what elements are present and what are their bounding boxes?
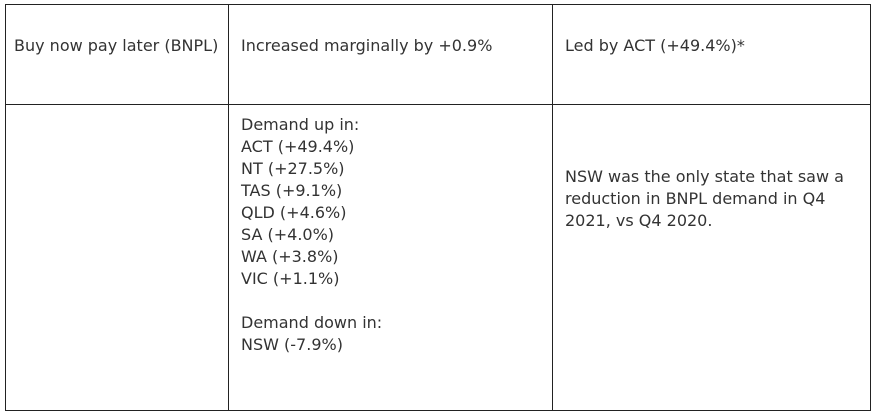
change-text: Increased marginally by +0.9% <box>241 36 493 55</box>
list-item: NT (+27.5%) <box>241 159 345 178</box>
list-item: WA (+3.8%) <box>241 247 339 266</box>
demand-up-heading: Demand up in: <box>241 115 360 134</box>
list-item: QLD (+4.6%) <box>241 203 347 222</box>
category-text: Buy now pay later (BNPL) <box>14 36 219 55</box>
highlight-text: Led by ACT (+49.4%)* <box>565 36 745 55</box>
category-cell: Buy now pay later (BNPL) <box>6 5 229 104</box>
list-item: SA (+4.0%) <box>241 225 335 244</box>
table-row: Buy now pay later (BNPL) Increased margi… <box>6 5 870 105</box>
list-item: ACT (+49.4%) <box>241 137 355 156</box>
empty-cell <box>6 105 229 410</box>
bnpl-table: Buy now pay later (BNPL) Increased margi… <box>5 4 871 411</box>
note-text: NSW was the only state that saw a reduct… <box>565 167 844 230</box>
note-cell: NSW was the only state that saw a reduct… <box>553 105 870 410</box>
list-item: NSW (-7.9%) <box>241 335 343 354</box>
state-demand-cell: Demand up in: ACT (+49.4%) NT (+27.5%) T… <box>229 105 553 410</box>
list-item: VIC (+1.1%) <box>241 269 340 288</box>
highlight-cell: Led by ACT (+49.4%)* <box>553 5 870 104</box>
change-cell: Increased marginally by +0.9% <box>229 5 553 104</box>
list-item: TAS (+9.1%) <box>241 181 343 200</box>
table-row: Demand up in: ACT (+49.4%) NT (+27.5%) T… <box>6 105 870 410</box>
demand-down-heading: Demand down in: <box>241 313 383 332</box>
